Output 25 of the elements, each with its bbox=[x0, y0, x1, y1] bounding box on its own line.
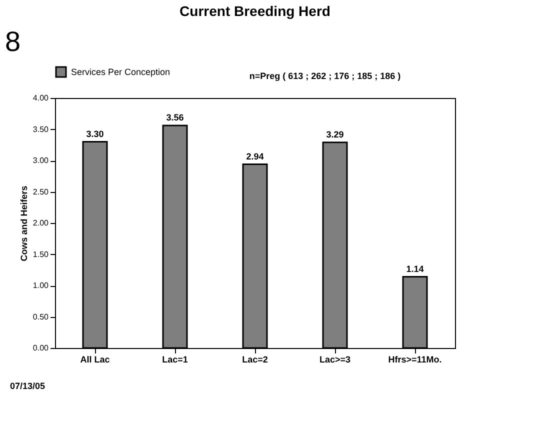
text: 3.29 bbox=[326, 129, 344, 140]
text: 3.56 bbox=[166, 112, 184, 122]
chart-title: Current Breeding Herd bbox=[180, 3, 330, 19]
y-tick-label: 1.50 bbox=[32, 250, 50, 259]
y-tick-label: 3.50 bbox=[32, 124, 50, 134]
y-tick-label: 0.00 bbox=[32, 344, 50, 352]
y-tick-label: 4.00 bbox=[32, 94, 50, 102]
text: 1.14 bbox=[406, 264, 424, 274]
x-tick-label: All Lac bbox=[80, 354, 110, 364]
y-tick-label: 2.00 bbox=[32, 218, 50, 228]
x-tick-label: Hfrs>=11Mo. bbox=[388, 354, 442, 364]
y-axis-title: Cows and Heifers bbox=[18, 186, 29, 262]
text: 8 bbox=[5, 26, 21, 57]
y-tick-label: 3.00 bbox=[32, 156, 50, 165]
x-tick-label: Lac>=3 bbox=[319, 354, 351, 364]
text: 2.94 bbox=[246, 151, 264, 162]
legend-label: Services Per Conception bbox=[71, 67, 170, 77]
x-tick-label: Lac=2 bbox=[242, 354, 268, 364]
text: 07/13/05 bbox=[10, 381, 46, 391]
x-tick-label: Lac=1 bbox=[162, 354, 188, 364]
y-tick-label: 1.00 bbox=[32, 281, 50, 290]
y-tick-label: 0.50 bbox=[32, 312, 50, 322]
text: n=Preg ( 613 ; 262 ; 176 ; 185 ; 186 ) bbox=[249, 71, 401, 81]
y-tick-label: 2.50 bbox=[32, 187, 50, 196]
text: 3.30 bbox=[86, 128, 104, 139]
